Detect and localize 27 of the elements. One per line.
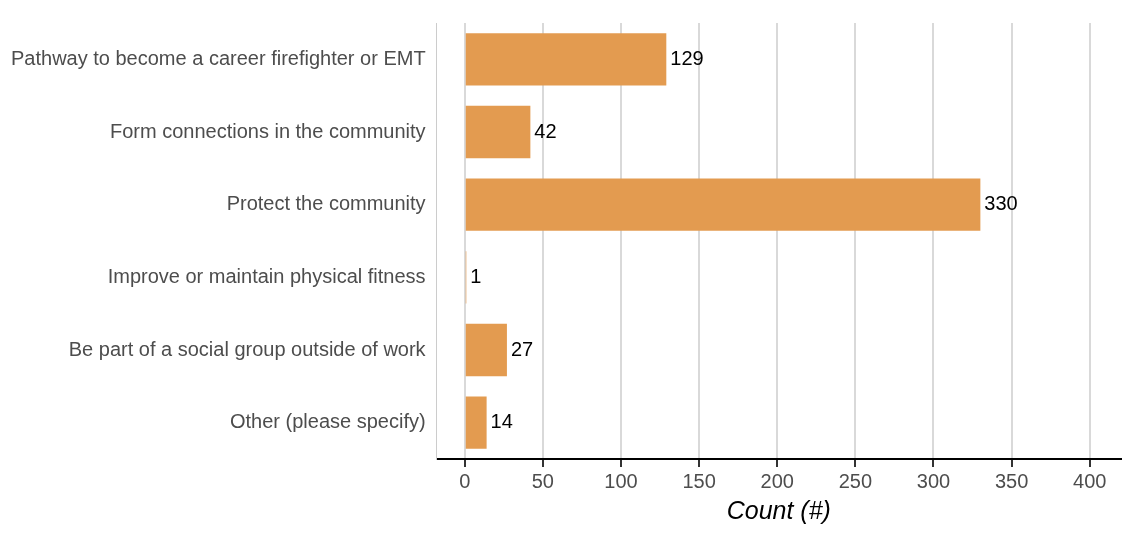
data-label: 42: [534, 119, 557, 142]
x-tick-label: 300: [916, 469, 951, 492]
bar: [465, 105, 531, 159]
y-tick-label: Pathway to become a career firefighter or EMT: [10, 46, 426, 69]
data-label: 129: [670, 46, 704, 69]
data-label: 1: [470, 264, 482, 287]
y-tick-label: Protect the community: [226, 192, 426, 215]
y-tick-label: Be part of a social group outside of work: [68, 337, 427, 360]
bar: [465, 33, 667, 86]
x-tick-label: 150: [682, 469, 716, 492]
x-tick-label: 350: [994, 469, 1029, 492]
bar: [465, 178, 981, 231]
x-tick-label: 50: [531, 469, 554, 492]
data-label: 27: [510, 337, 534, 360]
x-axis-title: Count (#): [726, 495, 831, 524]
data-label: 14: [490, 410, 513, 433]
y-tick-label: Form connections in the community: [109, 119, 426, 142]
bar: [465, 323, 507, 377]
x-tick-label: 200: [760, 469, 794, 492]
y-tick-label: Improve or maintain physical fitness: [107, 264, 426, 287]
x-tick-label: 250: [838, 469, 873, 492]
x-tick-label: 100: [604, 469, 638, 492]
x-tick-label: 0: [459, 469, 471, 492]
bar: [465, 396, 487, 449]
data-label: 330: [984, 192, 1018, 215]
x-tick-label: 400: [1073, 469, 1107, 492]
y-tick-label: Other (please specify): [229, 410, 426, 433]
